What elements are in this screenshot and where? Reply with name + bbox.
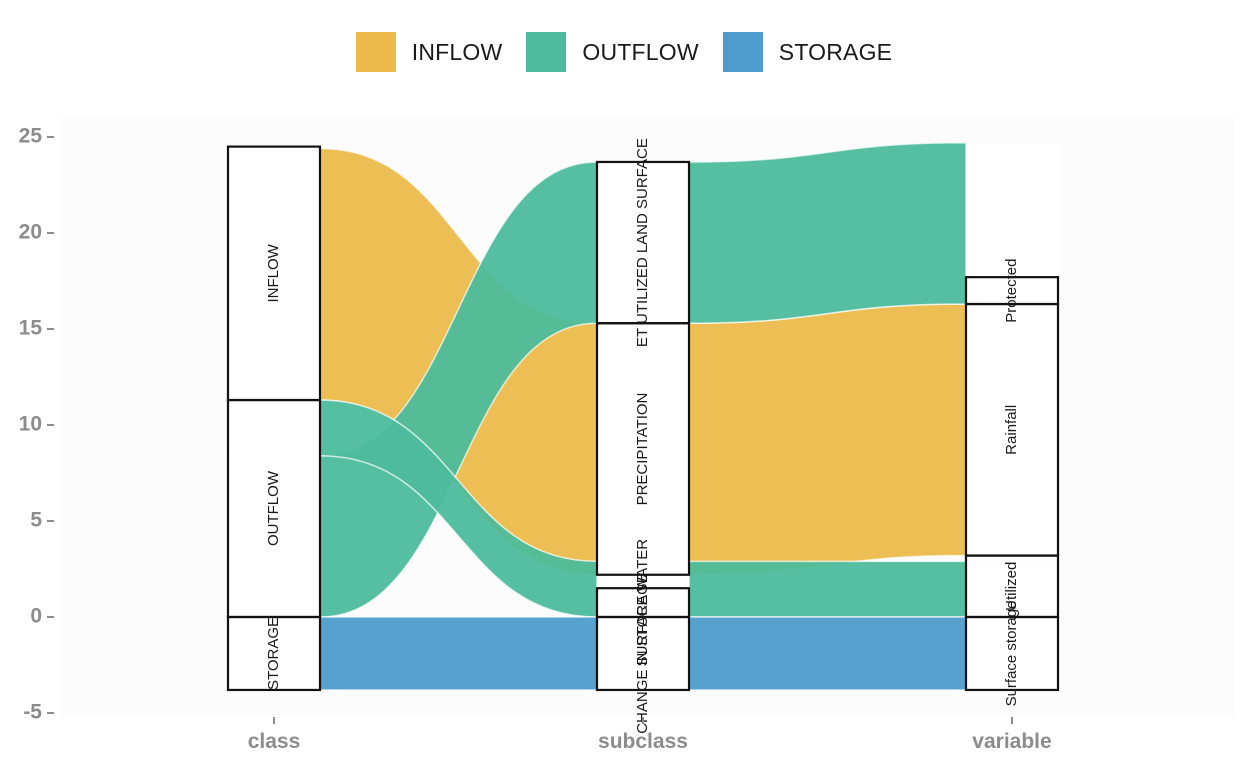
stratum-fill-surface-storage: [966, 617, 1058, 690]
y-tick-label-5: 5: [30, 509, 42, 532]
legend-swatch-inflow: [355, 32, 396, 72]
y-tick-label--5: -5: [23, 701, 42, 724]
legend-label-outflow: OUTFLOW: [582, 38, 699, 65]
x-axis-label-subclass: subclass: [598, 730, 688, 753]
stratum-fill-outflow: [228, 400, 320, 456]
stratum-label-protected: Protected: [1003, 258, 1020, 322]
flows-layer: [228, 142, 1058, 691]
stratum-label-rainfall: Rainfall: [1003, 405, 1020, 455]
legend-swatch-outflow: [526, 32, 567, 72]
stratum-box-surface-water: [595, 587, 691, 619]
stratum-fill-inflow: [228, 148, 320, 401]
y-tick-label-20: 20: [19, 221, 42, 244]
stratum-box-precipitation: [595, 322, 691, 576]
stratum-fill-et-utilized-land-surface: [597, 161, 689, 324]
stratum-label-change-in-storage: CHANGE IN STORAGE: [634, 573, 651, 734]
flow-inflow-2: [688, 303, 967, 576]
stratum-label-outflow: OUTFLOW: [265, 470, 282, 546]
stratum-box-storage: [226, 615, 322, 692]
y-tick-label-15: 15: [19, 317, 43, 340]
stratum-box-protected: [964, 276, 1060, 306]
legend-item-outflow: OUTFLOW: [526, 32, 699, 72]
flow-outflow-2: [688, 560, 967, 618]
x-axis-label-class: class: [248, 730, 301, 753]
stratum-label-surface-storage: Surface storage: [1003, 601, 1020, 707]
strata-layer: INFLOW OUTFLOW STORAGE ET UTILIZED LAND SUR…: [226, 138, 1060, 734]
stratum-fill-outflow: [228, 455, 320, 617]
stratum-label-et-utilized-land-surface: ET UTILIZED LAND SURFACE: [634, 138, 651, 347]
legend-item-storage: STORAGE: [722, 32, 893, 72]
x-axis-label-variable: variable: [972, 730, 1051, 753]
y-tick-label-0: 0: [30, 605, 42, 628]
stratum-label-storage: STORAGE: [265, 617, 282, 690]
stratum-fill-rainfall: [966, 304, 1058, 556]
stratum-fill-storage: [228, 617, 320, 690]
flow-outflow-2: [688, 142, 967, 324]
legend-label-inflow: INFLOW: [411, 38, 503, 65]
legend-label-storage: STORAGE: [778, 38, 893, 65]
legend-swatch-storage: [722, 32, 763, 72]
stratum-label-inflow: INFLOW: [265, 243, 282, 302]
stratum-fill-precipitation: [597, 323, 689, 575]
y-tick-label-25: 25: [19, 125, 43, 148]
flow-storage-2: [688, 616, 967, 691]
stratum-label-precipitation: PRECIPITATION: [634, 393, 651, 506]
y-tick-label-10: 10: [19, 413, 42, 436]
stratum-label-utilized: Utilized: [1003, 562, 1020, 611]
stratum-label-surface-water: SURFACE WATER: [634, 539, 651, 667]
axis-layer: 25 20 15 10 5 0 -5 class subclass variable: [19, 125, 1052, 753]
stratum-fill-utilized: [966, 561, 1058, 617]
legend-item-inflow: INFLOW: [355, 32, 503, 72]
legend: INFLOW OUTFLOW STORAGE: [0, 32, 1248, 72]
stratum-fill-change-in-storage: [597, 617, 689, 690]
flow-storage-1: [319, 616, 598, 691]
stratum-box-surface-storage: [964, 615, 1060, 692]
